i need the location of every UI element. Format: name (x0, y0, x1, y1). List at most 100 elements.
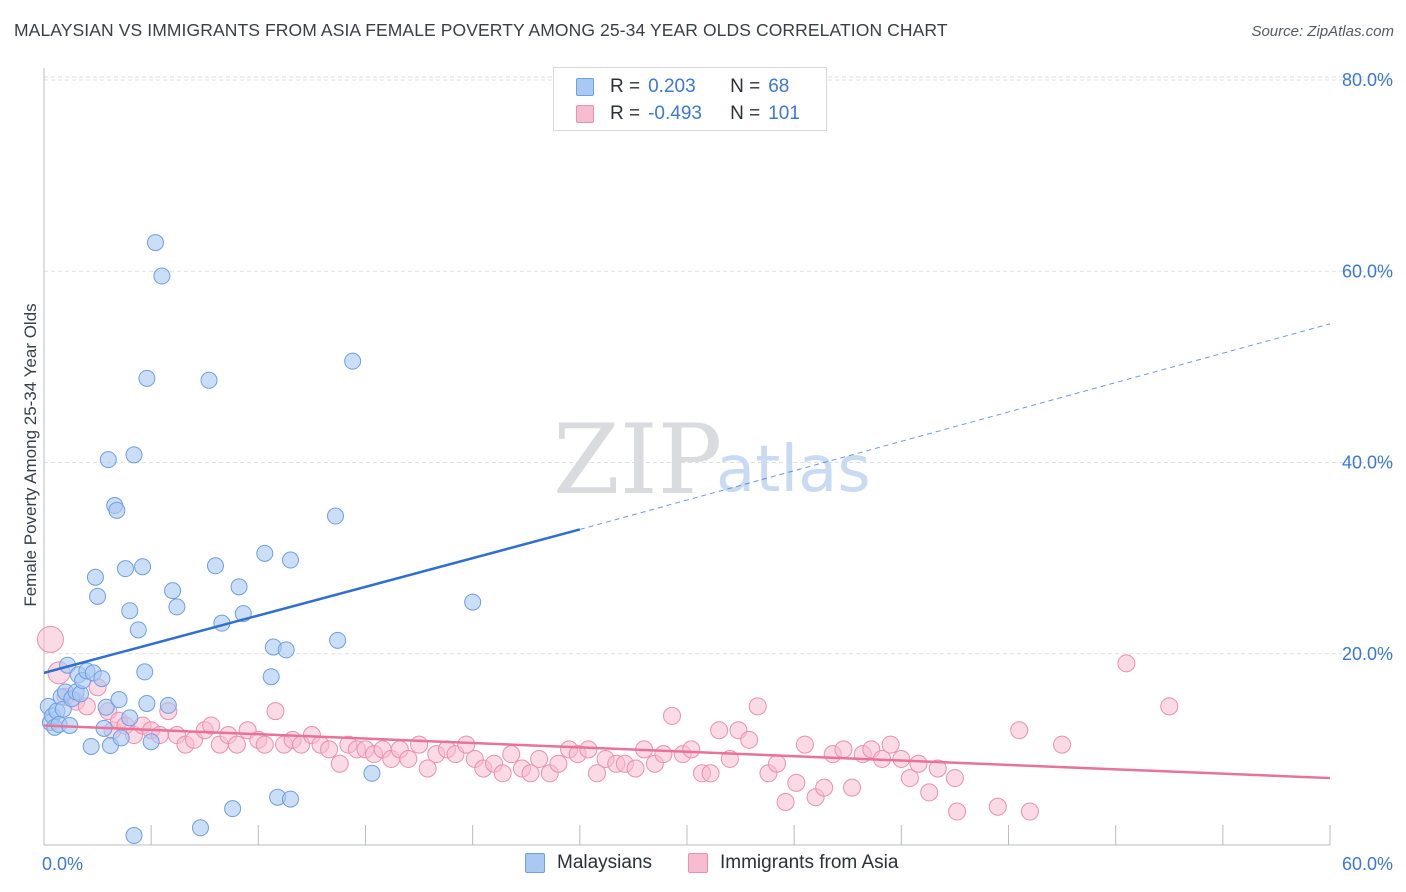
trend-lines (43, 323, 1331, 780)
blue-point (125, 446, 143, 464)
blue-point (464, 593, 482, 611)
blue-point (97, 698, 115, 716)
blue-swatch (525, 853, 545, 873)
blue-point (200, 371, 218, 389)
pink-point (587, 764, 606, 783)
pink-point (521, 764, 540, 783)
n-label: N = (730, 103, 761, 124)
grid-lines (44, 76, 1392, 655)
n-value: 68 (768, 76, 790, 97)
blue-point (125, 826, 143, 844)
watermark-atlas: atlas (716, 433, 871, 507)
pink-point (266, 702, 285, 721)
blue-swatch (576, 78, 594, 96)
bottom-legend-malaysians: Malaysians (525, 852, 652, 874)
blue-point (206, 557, 224, 575)
pink-point (579, 740, 598, 759)
pink-point (795, 735, 814, 754)
blue-point (277, 641, 295, 659)
blue-point (138, 369, 156, 387)
blue-point (93, 670, 111, 688)
y-axis-title: Female Poverty Among 25-34 Year Olds (21, 303, 40, 606)
blue-point (262, 668, 280, 686)
blue-point (363, 764, 381, 782)
blue-point (326, 507, 344, 525)
pink-point (948, 802, 967, 821)
blue-point (164, 582, 182, 600)
pink-point (740, 730, 759, 749)
pink-point (710, 721, 729, 740)
pink-point (36, 625, 64, 653)
blue-point (121, 709, 139, 727)
blue-point (168, 598, 186, 616)
pink-point (1010, 721, 1029, 740)
pink-point (843, 778, 862, 797)
pink-point (1053, 735, 1072, 754)
chart-title: MALAYSIAN VS IMMIGRANTS FROM ASIA FEMALE… (14, 20, 948, 40)
tick-labels: 20.0% 40.0% 60.0% 80.0% 0.0% 60.0% (42, 70, 1393, 874)
n-label: N = (730, 76, 761, 97)
pink-point (399, 749, 418, 768)
blue-point (153, 267, 171, 285)
pink-point (900, 769, 919, 788)
blue-point (112, 729, 130, 747)
legend-label: Malaysians (557, 852, 653, 873)
r-value: -0.493 (648, 103, 702, 124)
pink-point (701, 764, 720, 783)
immigrants-trend-line (43, 724, 1331, 780)
pink-point (988, 797, 1007, 816)
pink-point (457, 735, 476, 754)
pink-point (909, 754, 928, 773)
pink-point (1020, 802, 1039, 821)
pink-swatch (688, 853, 708, 873)
blue-point (146, 234, 164, 252)
pink-point (502, 745, 521, 764)
blue-point (142, 733, 160, 751)
blue-point (129, 621, 147, 639)
legend-label: Immigrants from Asia (720, 852, 899, 873)
blue-point (121, 602, 139, 620)
legend-row-malaysians: R = 0.203 N = 68 (576, 75, 789, 99)
blue-point (281, 790, 299, 808)
pink-point (920, 783, 939, 802)
blue-point (281, 551, 299, 569)
legend-row-immigrants: R = -0.493 N = 101 (576, 102, 800, 126)
pink-point (768, 754, 787, 773)
blue-point (108, 501, 126, 519)
immigrants-points (36, 625, 1179, 821)
blue-point (256, 544, 274, 562)
pink-point (662, 706, 681, 725)
malaysians-trend-extension (579, 323, 1331, 530)
blue-point (134, 558, 152, 576)
pink-point (549, 754, 568, 773)
blue-point (138, 694, 156, 712)
y-tick-label: 40.0% (1342, 453, 1393, 473)
stats-legend: R = 0.203 N = 68 R = -0.493 N = 101 (553, 67, 827, 131)
blue-point (82, 738, 100, 756)
pink-point (227, 735, 246, 754)
pink-point (748, 697, 767, 716)
pink-point (892, 749, 911, 768)
n-value: 101 (768, 103, 800, 124)
blue-point (136, 663, 154, 681)
pink-swatch (576, 105, 594, 123)
pink-point (815, 778, 834, 797)
bottom-legend-immigrants: Immigrants from Asia (688, 852, 898, 874)
pink-point (945, 769, 964, 788)
axes (43, 68, 1331, 846)
y-tick-label: 80.0% (1342, 70, 1393, 90)
pink-point (682, 740, 701, 759)
pink-point (330, 754, 349, 773)
blue-point (159, 696, 177, 714)
y-tick-label: 20.0% (1342, 644, 1393, 664)
r-label: R = (610, 103, 641, 124)
pink-point (776, 792, 795, 811)
pink-point (626, 759, 645, 778)
pink-point (654, 745, 673, 764)
blue-point (116, 560, 134, 578)
malaysians-trend-line (43, 528, 581, 675)
pink-point (834, 740, 853, 759)
pink-point (418, 759, 437, 778)
r-value: 0.203 (648, 76, 696, 97)
pink-point (493, 764, 512, 783)
